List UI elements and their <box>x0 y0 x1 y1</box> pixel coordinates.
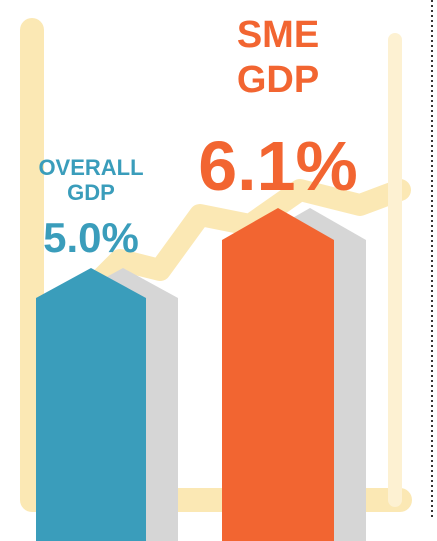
category-word: SME <box>237 14 319 56</box>
value-label: 5.0% <box>43 214 139 261</box>
category-word: OVERALL <box>38 155 143 180</box>
category-word: GDP <box>237 59 319 101</box>
category-label: SME GDP <box>237 14 319 101</box>
value-label: 6.1% <box>198 127 358 205</box>
bar <box>222 207 334 541</box>
bar <box>36 268 146 541</box>
bars: 5.0%OVERALL GDP 6.1%SME GDP <box>36 14 366 541</box>
category-word: GDP <box>67 180 115 205</box>
category-label: OVERALL GDP <box>38 155 143 205</box>
